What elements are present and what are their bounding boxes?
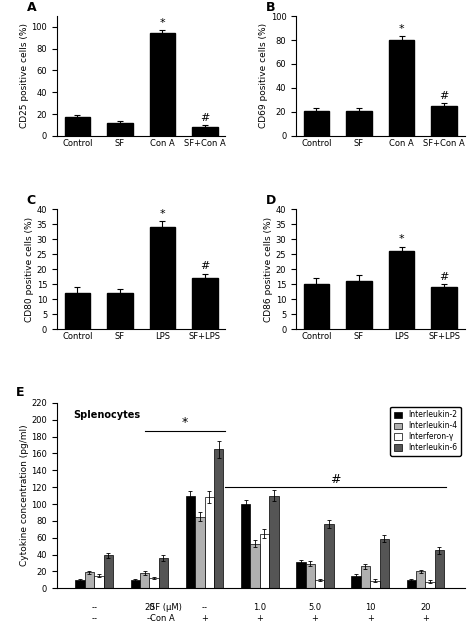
Bar xyxy=(346,281,372,329)
Bar xyxy=(214,449,223,588)
Bar xyxy=(150,228,175,329)
Text: E: E xyxy=(16,386,25,399)
Bar xyxy=(389,251,414,329)
Text: +: + xyxy=(311,614,319,623)
Text: 20: 20 xyxy=(420,603,430,612)
Text: 20: 20 xyxy=(144,603,155,612)
Y-axis label: CD86 positive cells (%): CD86 positive cells (%) xyxy=(264,217,273,322)
Text: +: + xyxy=(256,614,263,623)
Text: #: # xyxy=(439,272,449,282)
Bar xyxy=(407,580,416,588)
Bar xyxy=(205,497,214,588)
Bar xyxy=(103,556,113,588)
Bar xyxy=(107,123,133,136)
Text: D: D xyxy=(266,194,276,207)
Bar xyxy=(241,504,250,588)
Text: +: + xyxy=(201,614,208,623)
Text: C: C xyxy=(27,194,36,207)
Bar xyxy=(192,278,218,329)
Bar xyxy=(425,582,435,588)
Text: +: + xyxy=(422,614,429,623)
Bar xyxy=(315,580,324,588)
Bar xyxy=(351,575,361,588)
Text: *: * xyxy=(399,235,404,244)
Text: *: * xyxy=(160,209,165,219)
Bar xyxy=(260,534,269,588)
Text: SF (μM): SF (μM) xyxy=(150,603,182,612)
Bar xyxy=(159,558,168,588)
Bar xyxy=(304,111,329,136)
Bar xyxy=(64,117,90,136)
Text: *: * xyxy=(399,24,404,34)
Bar xyxy=(431,287,457,329)
Bar xyxy=(64,293,90,329)
Text: Splenocytes: Splenocytes xyxy=(73,410,140,421)
Bar xyxy=(306,564,315,588)
Text: *: * xyxy=(182,417,188,430)
Bar xyxy=(324,524,334,588)
Bar xyxy=(107,293,133,329)
Y-axis label: CD69 positive cells (%): CD69 positive cells (%) xyxy=(259,23,268,129)
Text: *: * xyxy=(160,18,165,28)
Bar xyxy=(186,496,195,588)
Y-axis label: CD25 positive cells (%): CD25 positive cells (%) xyxy=(19,23,28,129)
Bar xyxy=(380,539,389,588)
Bar xyxy=(94,575,103,588)
Text: 1.0: 1.0 xyxy=(253,603,266,612)
Bar xyxy=(304,284,329,329)
Bar xyxy=(195,517,205,588)
Bar xyxy=(140,573,149,588)
Y-axis label: Cytokine concentration (pg/ml): Cytokine concentration (pg/ml) xyxy=(19,425,28,566)
Text: --: -- xyxy=(201,603,208,612)
Bar xyxy=(389,40,414,136)
Bar xyxy=(435,550,444,588)
Bar xyxy=(85,572,94,588)
Bar xyxy=(416,572,425,588)
Bar xyxy=(296,562,306,588)
Bar xyxy=(250,543,260,588)
Bar xyxy=(149,578,159,588)
Bar xyxy=(361,566,370,588)
Bar xyxy=(346,111,372,136)
Text: +: + xyxy=(367,614,374,623)
Bar xyxy=(75,580,85,588)
Text: B: B xyxy=(266,1,275,14)
Text: #: # xyxy=(330,473,341,486)
Text: #: # xyxy=(439,91,449,101)
Text: --: -- xyxy=(91,614,97,623)
Text: 10: 10 xyxy=(365,603,375,612)
Bar xyxy=(269,496,279,588)
Legend: Interleukin-2, Interleukin-4, Interferon-γ, Interleukin-6: Interleukin-2, Interleukin-4, Interferon… xyxy=(390,406,461,456)
Text: --: -- xyxy=(91,603,97,612)
Text: 5.0: 5.0 xyxy=(309,603,321,612)
Y-axis label: CD80 positive cells (%): CD80 positive cells (%) xyxy=(25,217,34,322)
Text: --: -- xyxy=(146,614,152,623)
Bar xyxy=(150,33,175,136)
Text: #: # xyxy=(200,262,210,271)
Bar xyxy=(131,580,140,588)
Bar xyxy=(192,127,218,136)
Bar xyxy=(370,581,380,588)
Bar xyxy=(431,106,457,136)
Text: Con A: Con A xyxy=(150,614,175,623)
Text: A: A xyxy=(27,1,36,14)
Text: #: # xyxy=(200,113,210,123)
